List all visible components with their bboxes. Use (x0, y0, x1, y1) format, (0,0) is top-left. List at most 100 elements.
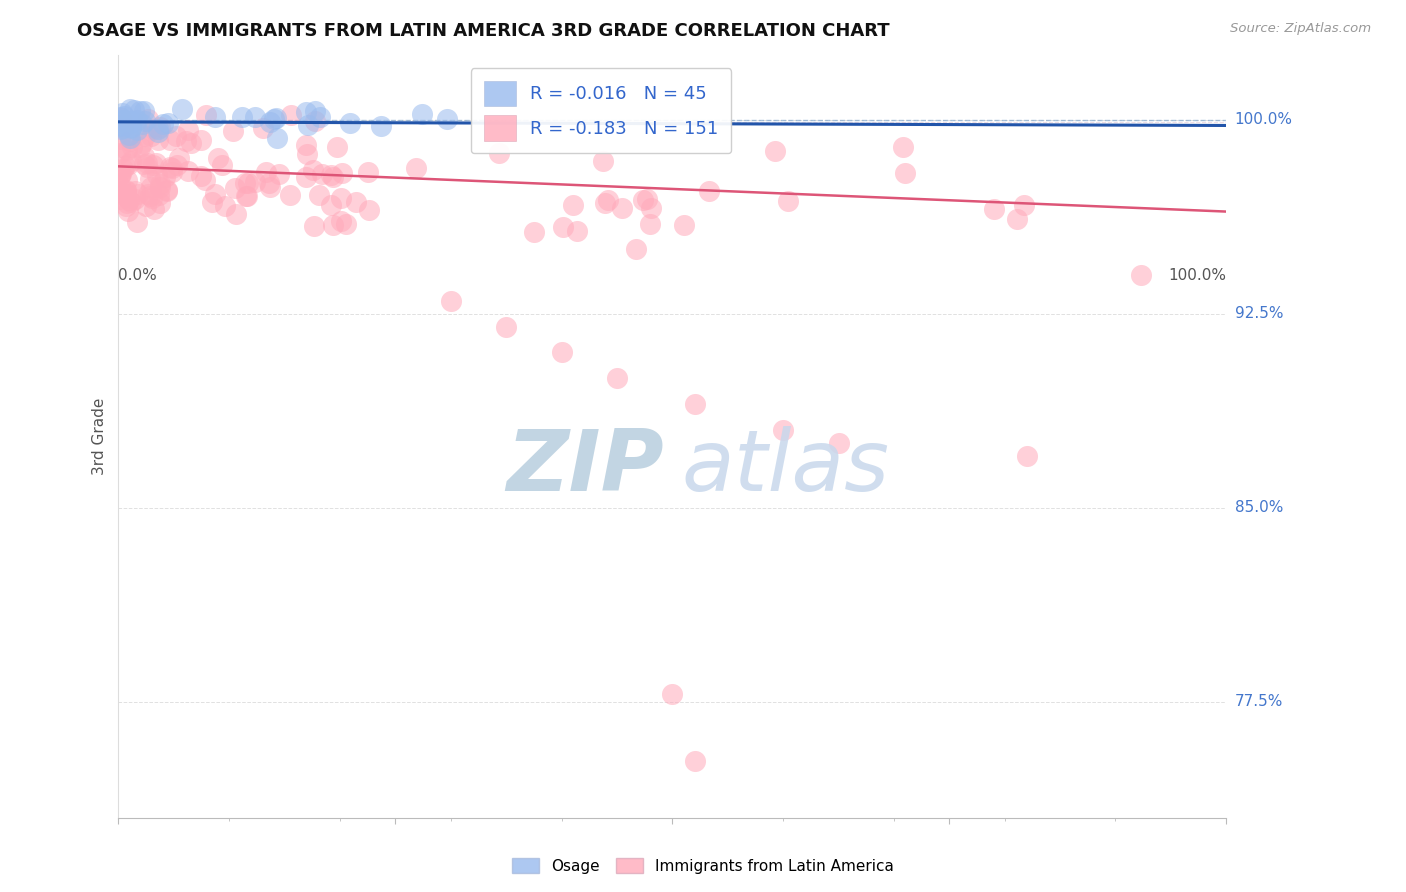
Point (118, 130, 141, 145)
Point (125, 122, 148, 136)
Point (157, 116, 180, 130)
Point (142, 158, 165, 172)
Point (302, 219, 325, 234)
Point (117, 203, 139, 218)
Point (224, 181, 246, 195)
Point (222, 124, 245, 138)
Point (159, 160, 181, 174)
Point (108, 132, 131, 146)
Point (1012, 198, 1035, 212)
Point (111, 106, 134, 120)
Point (118, 193, 141, 207)
Point (108, 192, 131, 206)
Point (141, 191, 163, 205)
Point (201, 194, 224, 209)
Text: Source: ZipAtlas.com: Source: ZipAtlas.com (1230, 22, 1371, 36)
Point (117, 117, 139, 131)
Point (115, 116, 138, 130)
Point (225, 207, 247, 221)
Point (170, 102, 193, 116)
Point (322, 219, 344, 233)
Point (763, 144, 786, 158)
Point (115, 172, 138, 186)
Point (135, 198, 157, 212)
Point (778, 194, 800, 208)
Point (136, 187, 159, 202)
Point (166, 158, 188, 172)
Point (160, 165, 183, 179)
Point (128, 103, 150, 118)
Point (155, 184, 177, 198)
Point (125, 214, 148, 228)
Point (153, 170, 176, 185)
Point (636, 192, 658, 206)
Text: ZIP: ZIP (506, 425, 664, 508)
Point (131, 117, 153, 131)
Point (127, 187, 149, 202)
Point (124, 192, 146, 206)
Point (108, 118, 131, 132)
Point (135, 156, 157, 170)
Point (134, 128, 156, 143)
Point (370, 119, 392, 133)
Point (180, 136, 202, 150)
Point (894, 165, 917, 179)
Point (592, 153, 614, 168)
Point (194, 173, 217, 187)
Point (108, 186, 131, 200)
Point (141, 128, 163, 143)
Point (115, 190, 138, 204)
Point (309, 110, 332, 124)
Point (149, 180, 172, 194)
Point (118, 102, 141, 116)
Point (983, 202, 1005, 216)
Point (311, 167, 333, 181)
Point (683, 397, 706, 411)
Point (124, 184, 146, 198)
Point (308, 187, 330, 202)
Point (110, 167, 132, 181)
Point (233, 176, 256, 190)
Point (488, 145, 510, 160)
Point (204, 110, 226, 124)
Point (136, 112, 159, 126)
Point (231, 110, 253, 124)
Point (211, 159, 233, 173)
Point (115, 143, 138, 157)
Point (411, 107, 433, 121)
Point (326, 140, 349, 154)
Point (135, 160, 157, 174)
Point (177, 163, 200, 178)
Point (121, 139, 143, 153)
Point (330, 166, 353, 180)
Point (339, 116, 361, 130)
Point (108, 119, 131, 133)
Point (699, 185, 721, 199)
Point (294, 169, 316, 184)
Text: atlas: atlas (681, 425, 889, 508)
Point (214, 199, 236, 213)
Point (593, 196, 616, 211)
Point (254, 165, 277, 179)
Point (139, 180, 162, 194)
Point (495, 319, 517, 334)
Point (638, 217, 661, 231)
Point (165, 128, 187, 143)
Point (131, 136, 153, 151)
Point (297, 118, 319, 132)
Point (330, 214, 353, 228)
Point (120, 154, 142, 169)
Point (120, 195, 142, 210)
Point (243, 175, 266, 189)
Text: OSAGE VS IMMIGRANTS FROM LATIN AMERICA 3RD GRADE CORRELATION CHART: OSAGE VS IMMIGRANTS FROM LATIN AMERICA 3… (77, 22, 890, 40)
Point (110, 121, 132, 136)
Point (122, 103, 145, 118)
Point (139, 189, 162, 203)
Point (111, 121, 134, 136)
Point (108, 179, 131, 194)
Point (121, 114, 143, 128)
Point (772, 423, 794, 437)
Point (148, 188, 170, 202)
Point (610, 201, 633, 215)
Point (322, 170, 344, 185)
